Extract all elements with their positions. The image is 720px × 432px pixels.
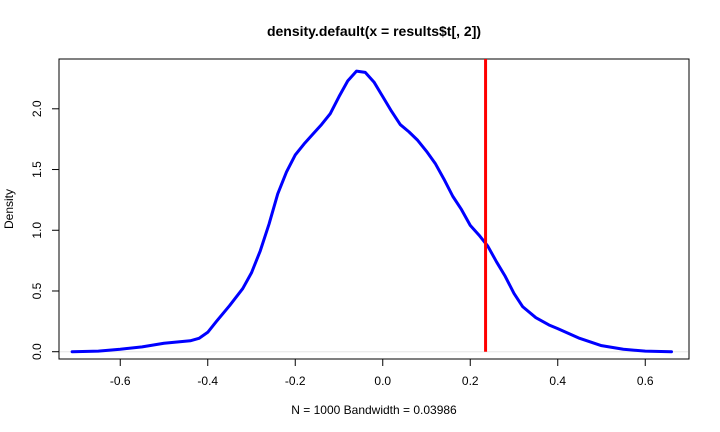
plot-area (58, 58, 690, 360)
x-tick-label: -0.6 (110, 374, 131, 388)
y-tick-label: 1.0 (30, 222, 44, 239)
chart-title: density.default(x = results$t[, 2]) (267, 23, 481, 39)
x-tick-label: 0.6 (637, 374, 654, 388)
plot-frame (58, 58, 690, 360)
y-tick-label: 0.0 (30, 343, 44, 360)
density-curve (70, 69, 673, 354)
x-axis-label: N = 1000 Bandwidth = 0.03986 (291, 403, 457, 417)
y-tick-label: 2.0 (30, 100, 44, 117)
x-axis: -0.6 -0.4 -0.2 0.0 0.2 0.4 0.6 (110, 358, 654, 388)
x-tick-label: 0.4 (549, 374, 566, 388)
x-tick-label: 0.2 (462, 374, 479, 388)
y-axis-label: Density (2, 189, 16, 229)
x-tick-label: 0.0 (374, 374, 391, 388)
x-tick-label: -0.4 (197, 374, 218, 388)
x-tick-label: -0.2 (285, 374, 306, 388)
y-tick-label: 1.5 (30, 161, 44, 178)
y-axis: 0.0 0.5 1.0 1.5 2.0 (30, 100, 60, 360)
y-tick-label: 0.5 (30, 282, 44, 299)
